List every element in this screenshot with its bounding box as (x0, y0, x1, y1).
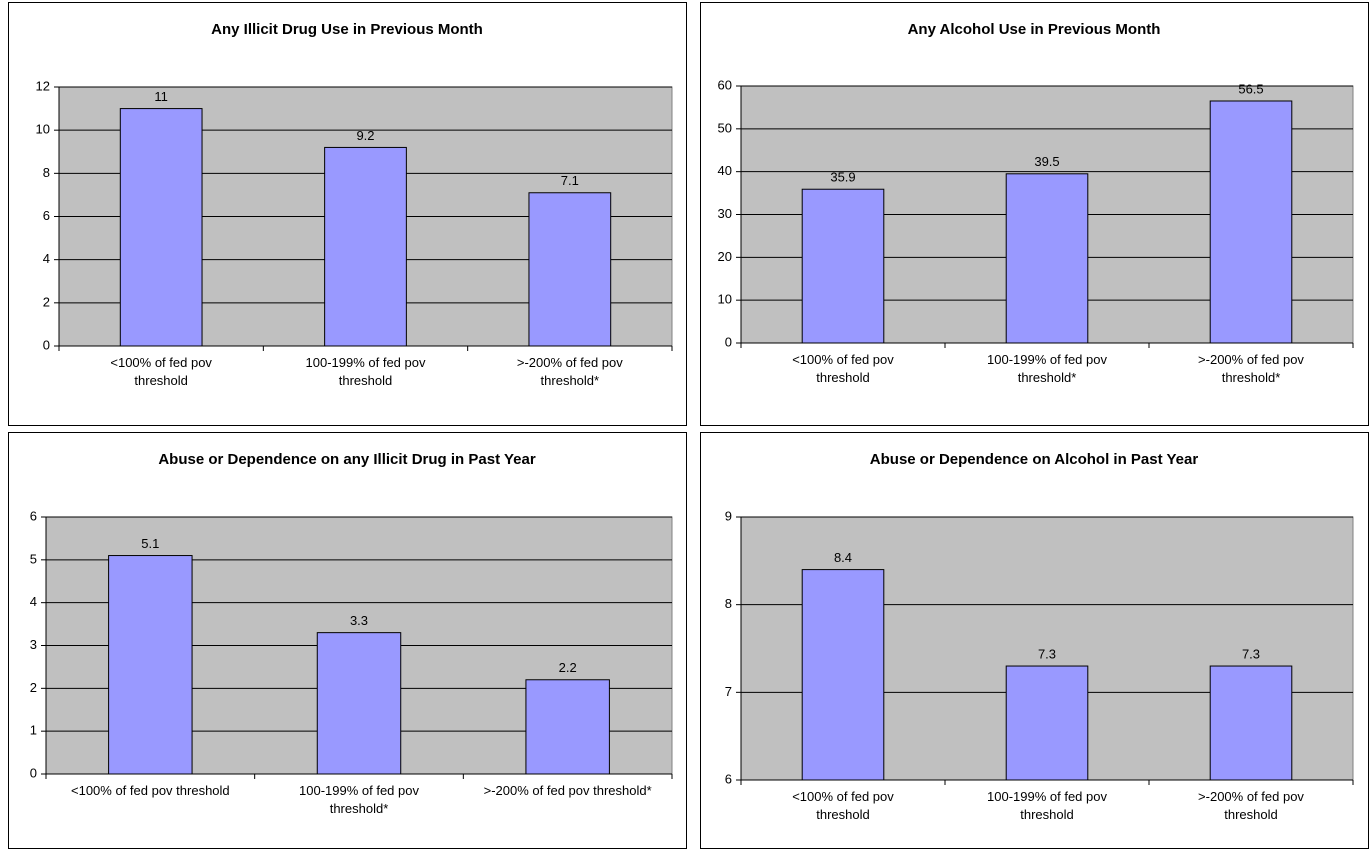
x-tick-label: <100% of fed pov threshold (110, 355, 212, 388)
y-tick-label: 12 (36, 78, 50, 93)
y-tick-label: 0 (30, 765, 37, 780)
bar (525, 679, 610, 775)
x-tick-label: <100% of fed pov threshold (792, 352, 894, 385)
bar (1209, 665, 1293, 781)
x-tick-label: <100% of fed pov threshold (792, 789, 894, 822)
y-tick-label: 7 (725, 684, 732, 699)
bar (108, 555, 193, 775)
bar (801, 188, 885, 344)
chart-title: Abuse or Dependence on any Illicit Drug … (158, 451, 535, 468)
x-tick-label: 100-199% of fed pov threshold (987, 789, 1107, 822)
bar (1005, 665, 1089, 781)
value-label: 8.4 (834, 550, 852, 565)
chart-title: Any Alcohol Use in Previous Month (908, 21, 1161, 38)
chart-title: Abuse or Dependence on Alcohol in Past Y… (870, 451, 1199, 468)
x-tick-label: >-200% of fed pov threshold (1198, 789, 1304, 822)
y-tick-label: 5 (30, 551, 37, 566)
bar (1005, 173, 1089, 344)
value-label: 3.3 (350, 613, 368, 628)
chart-title: Any Illicit Drug Use in Previous Month (211, 21, 483, 38)
y-tick-label: 6 (725, 771, 732, 786)
y-tick-label: 30 (718, 206, 732, 221)
bar (316, 632, 402, 775)
value-label: 7.1 (561, 173, 579, 188)
x-tick-label: >-200% of fed pov threshold* (483, 783, 652, 798)
bar (324, 146, 407, 347)
value-label: 7.3 (1242, 646, 1260, 661)
y-tick-label: 4 (30, 594, 37, 609)
x-tick-label: >-200% of fed pov threshold* (1198, 352, 1304, 385)
value-label: 39.5 (1034, 154, 1059, 169)
value-label: 11 (154, 89, 168, 104)
y-tick-label: 8 (43, 165, 50, 180)
x-tick-label: 100-199% of fed pov threshold* (299, 783, 419, 816)
x-tick-label: 100-199% of fed pov threshold* (987, 352, 1107, 385)
y-tick-label: 6 (30, 508, 37, 523)
y-tick-label: 2 (43, 294, 50, 309)
y-tick-label: 40 (718, 163, 732, 178)
bar (119, 108, 203, 347)
bar (1209, 100, 1293, 344)
value-label: 7.3 (1038, 646, 1056, 661)
x-tick-label: >-200% of fed pov threshold* (516, 355, 623, 388)
y-tick-label: 10 (36, 122, 50, 137)
y-tick-label: 0 (725, 334, 732, 349)
x-tick-label: <100% of fed pov threshold (71, 783, 230, 798)
value-label: 5.1 (141, 536, 159, 551)
y-tick-label: 0 (43, 337, 50, 352)
x-tick-label: 100-199% of fed pov threshold (305, 355, 426, 388)
y-tick-label: 20 (718, 249, 732, 264)
y-tick-label: 60 (718, 77, 732, 92)
value-label: 9.2 (356, 128, 374, 143)
y-tick-label: 6 (43, 208, 50, 223)
y-tick-label: 2 (30, 680, 37, 695)
y-tick-label: 50 (718, 120, 732, 135)
value-label: 2.2 (559, 660, 577, 675)
y-tick-label: 10 (718, 292, 732, 307)
value-label: 35.9 (830, 170, 855, 185)
value-label: 56.5 (1238, 81, 1263, 96)
y-tick-label: 1 (30, 723, 37, 738)
bar (528, 192, 612, 347)
bar (801, 569, 885, 781)
y-tick-label: 9 (725, 508, 732, 523)
y-tick-label: 3 (30, 637, 37, 652)
y-tick-label: 8 (725, 596, 732, 611)
y-tick-label: 4 (43, 251, 50, 266)
